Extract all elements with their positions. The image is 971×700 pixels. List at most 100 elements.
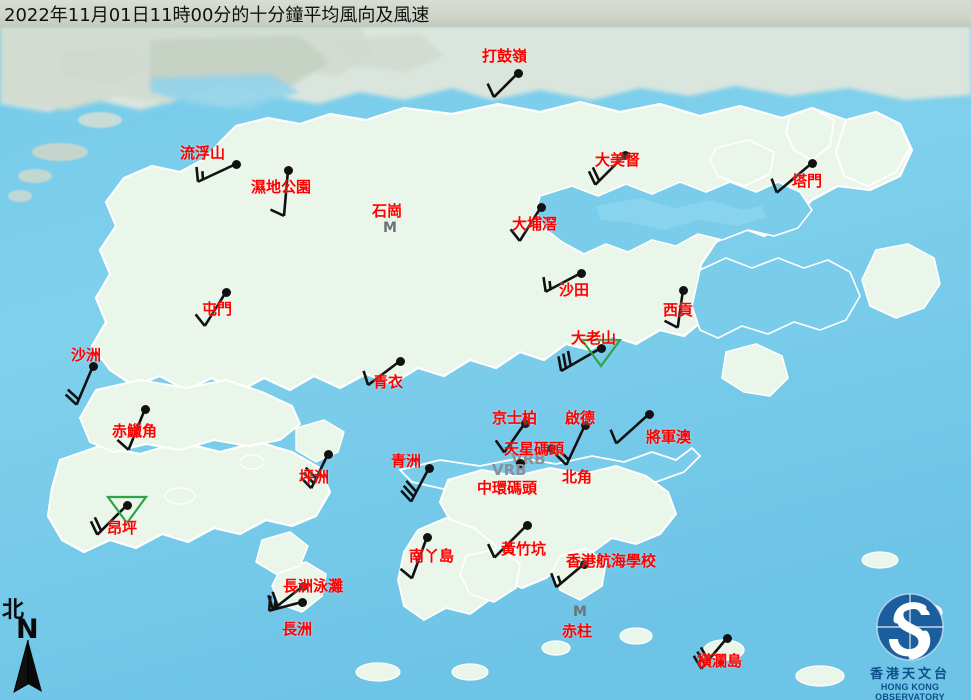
compass-label-en: N [16,614,39,645]
station-dot [283,165,293,175]
tolo-harbour [535,107,912,255]
sai-kung-waters [691,243,941,397]
station-dot [807,158,817,168]
station-dot [323,449,333,459]
wind-barb-icon [116,408,147,451]
wind-barb-icon [195,162,237,183]
elevated-station-triangle-icon [579,338,623,368]
hko-name-en: HONG KONG OBSERVATORY [875,682,945,700]
station-dot [620,150,630,160]
wind-barb-icon [89,504,128,536]
station-label: 北角 [562,468,593,486]
station-dot [513,68,523,78]
map-title-bar: 2022年11月01日11時00分的十分鐘平均風向及風速 [0,0,971,27]
wind-barb-icon [587,154,626,186]
station-dot [140,404,150,414]
wind-barb-icon [550,563,585,589]
station-label: 橫瀾島 [697,652,743,670]
station-dot [424,463,434,473]
hko-logo: 香港天文台 HONG KONG OBSERVATORY [852,592,968,700]
wind-barb-icon [554,424,587,466]
missing-data-marker: M [573,604,587,620]
wind-barb-icon [557,346,602,373]
wind-barb-icon [486,524,528,559]
compass-needle-icon [13,639,42,694]
compass-rose: 北 N [2,592,64,698]
station-dot [122,500,132,510]
station-label: 南丫島 [409,547,455,565]
station-dot [536,202,546,212]
station-dot [644,409,654,419]
station-label: 黃竹坑 [501,540,547,558]
station-label: 青洲 [391,452,422,470]
wind-barb-icon [486,72,519,98]
mainland-landmass [0,26,971,112]
wind-barb-icon [494,422,527,454]
station-label: 將軍澳 [646,428,692,446]
compass-label-cn: 北 [2,598,25,623]
station-label: 天星碼頭 [504,440,565,458]
station-label: 大埔滘 [512,215,558,233]
station-label: 青衣 [373,373,404,391]
station-label: 赤柱 [562,622,593,640]
wind-barb-icon [362,359,401,387]
page-title: 2022年11月01日11時00分的十分鐘平均風向及風速 [4,5,430,26]
station-label: 大美督 [595,151,641,169]
station-label: 沙洲 [71,346,102,364]
wind-barb-icon [64,365,95,406]
hko-name-cn: 香港天文台 [869,667,950,682]
wind-barb-icon [770,162,813,194]
station-label: 屯門 [202,300,233,318]
station-dot [580,420,590,430]
station-dot [88,361,98,371]
new-territories-landmass [90,100,914,394]
station-dot [298,581,308,591]
station-label: 長洲泳灘 [283,577,344,595]
station-label: 濕地公園 [251,178,312,196]
wind-barb-icon [542,271,582,293]
missing-data-marker: M [383,220,397,236]
station-dot [422,532,432,542]
station-label: 啟德 [565,409,596,427]
station-label: 中環碼頭 [477,479,538,497]
station-dot [520,418,530,428]
station-label: 塔門 [792,172,823,190]
station-label: 坪洲 [299,468,330,486]
station-dot [722,633,732,643]
wind-barb-icon [269,169,290,218]
station-dot [522,520,532,530]
station-label: 流浮山 [180,144,226,162]
hko-emblem-icon [876,593,944,661]
station-label: 沙田 [559,281,590,299]
wind-barb-icon [509,206,543,242]
station-label: 京士柏 [492,409,538,427]
station-label: 大老山 [571,329,617,347]
station-dot [579,559,589,569]
wind-barb-icon [267,595,303,613]
station-dot [231,159,241,169]
station-label: 長洲 [282,620,313,638]
station-dot [221,287,231,297]
station-dot [678,285,688,295]
wind-barb-icon [400,467,431,503]
wind-barb-icon [609,413,650,445]
station-label: 石崗 [372,202,403,220]
offshore-islets [8,112,122,202]
station-label: 香港航海學校 [566,552,657,570]
station-label: 西貢 [663,301,694,319]
station-dot [596,343,606,353]
station-dot [576,268,586,278]
station-dot [546,443,556,453]
station-label: 昂坪 [107,519,138,537]
wind-barb-icon [692,637,728,670]
station-dot [297,597,307,607]
wind-barb-icon [194,291,228,327]
station-label: 打鼓嶺 [482,47,528,65]
wind-barb-icon [399,536,429,580]
station-label: 赤鱲角 [112,422,158,440]
elevated-station-triangle-icon [105,495,149,525]
variable-wind-marker: VRB [492,461,527,479]
